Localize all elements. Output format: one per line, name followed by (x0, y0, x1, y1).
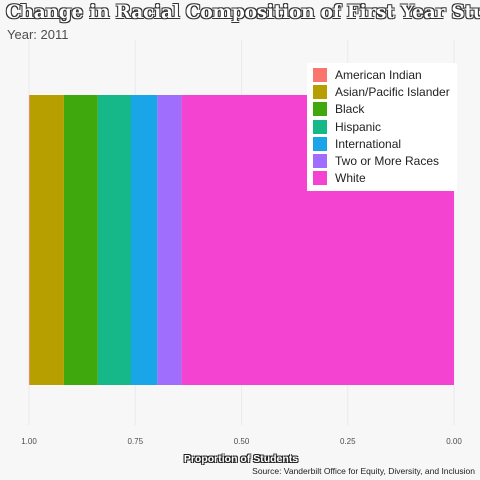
legend-item: Hispanic (307, 118, 457, 135)
legend-swatch (313, 136, 327, 151)
legend-label: Black (335, 102, 365, 117)
x-tick-label: 0.50 (234, 437, 250, 446)
legend-label: American Indian (335, 67, 422, 82)
x-tick-label: 1.00 (21, 437, 37, 446)
bar-segment-asian-pacific-islander (29, 95, 64, 385)
legend-item: International (307, 135, 457, 152)
legend-item: Two or More Races (307, 152, 457, 169)
legend-label: Two or More Races (335, 154, 440, 169)
legend-item: Black (307, 101, 457, 118)
x-tick-label: 0.75 (127, 437, 143, 446)
legend-label: Hispanic (335, 119, 382, 134)
chart-title: Change in Racial Composition of First Ye… (6, 2, 480, 23)
legend-swatch (313, 67, 327, 82)
legend-item: Asian/Pacific Islander (307, 83, 457, 100)
legend-swatch (313, 102, 327, 117)
legend-swatch (313, 119, 327, 134)
chart-caption: Source: Vanderbilt Office for Equity, Di… (252, 466, 475, 476)
legend-swatch (313, 84, 327, 99)
legend-label: White (335, 171, 366, 186)
chart-subtitle: Year: 2011 (7, 27, 69, 42)
bar-segment-black (63, 95, 98, 385)
bar-segment-international (131, 95, 158, 385)
legend-item: American Indian (307, 66, 457, 83)
x-axis-label: Proportion of Students (183, 453, 299, 465)
bar-segment-two-or-more-races (157, 95, 182, 385)
bar-segment-hispanic (97, 95, 131, 385)
legend-swatch (313, 171, 327, 186)
x-tick-label: 0.00 (446, 437, 462, 446)
x-tick-label: 0.25 (340, 437, 356, 446)
legend-label: Asian/Pacific Islander (335, 84, 450, 99)
bar-segment-american-indian (29, 95, 30, 385)
legend-label: International (335, 136, 402, 151)
legend-swatch (313, 154, 327, 169)
legend: American Indian Asian/Pacific Islander Bla… (307, 63, 457, 192)
legend-item: White (307, 170, 457, 187)
